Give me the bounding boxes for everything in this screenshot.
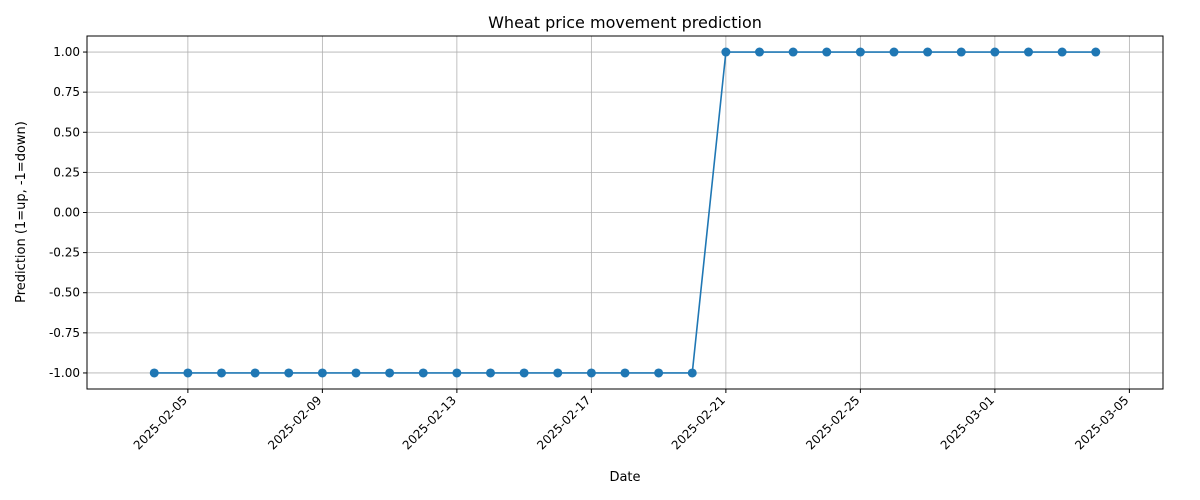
y-tick-label: 0.50 (53, 125, 80, 139)
chart-title: Wheat price movement prediction (488, 13, 762, 32)
data-point (1091, 47, 1101, 57)
x-tick-label: 2025-02-17 (534, 393, 593, 452)
x-tick-label: 2025-03-05 (1072, 393, 1131, 452)
x-tick-label: 2025-02-05 (131, 393, 190, 452)
y-tick-label: 0.75 (53, 85, 80, 99)
data-point (149, 368, 159, 378)
y-axis-label: Prediction (1=up, -1=down) (14, 121, 29, 303)
data-point (351, 368, 361, 378)
data-point (620, 368, 630, 378)
y-tick-label: -0.25 (49, 246, 80, 260)
data-point (317, 368, 327, 378)
y-tick-label: -0.75 (49, 326, 80, 340)
data-point (990, 47, 1000, 57)
data-point (284, 368, 294, 378)
data-point (217, 368, 226, 378)
y-tick-label: 1.00 (53, 45, 80, 59)
data-point (755, 47, 764, 57)
data-point (687, 368, 697, 378)
x-tick-label: 2025-02-25 (803, 393, 862, 452)
data-point (183, 368, 193, 378)
y-tick-label: 0.25 (53, 165, 80, 179)
data-point (956, 47, 966, 57)
x-axis-label: Date (609, 470, 640, 485)
data-point (486, 368, 495, 378)
data-point (1057, 47, 1067, 57)
data-point (788, 47, 798, 57)
data-point (923, 47, 933, 57)
y-tick-label: -1.00 (49, 366, 80, 380)
data-point (418, 368, 428, 378)
data-point (889, 47, 899, 57)
data-point (855, 47, 865, 57)
y-tick-label: 0.00 (53, 206, 80, 220)
data-point (822, 47, 832, 57)
data-point (721, 47, 731, 57)
x-tick-label: 2025-02-13 (400, 393, 459, 452)
grid (87, 36, 1163, 389)
data-point (1024, 47, 1033, 57)
data-point (586, 368, 596, 378)
data-point (654, 368, 664, 378)
y-tick-label: -0.50 (49, 286, 80, 300)
data-point (452, 368, 462, 378)
data-point (519, 368, 529, 378)
x-tick-label: 2025-02-21 (669, 393, 728, 452)
x-tick-label: 2025-03-01 (938, 393, 997, 452)
x-tick-label: 2025-02-09 (265, 393, 324, 452)
data-point (250, 368, 260, 378)
axes: -1.00 -0.75 -0.50 -0.25 0.00 0.25 0.50 0.75 1.00… (49, 45, 1132, 452)
data-point (385, 368, 395, 378)
data-point (553, 368, 563, 378)
series-layer (149, 47, 1101, 378)
